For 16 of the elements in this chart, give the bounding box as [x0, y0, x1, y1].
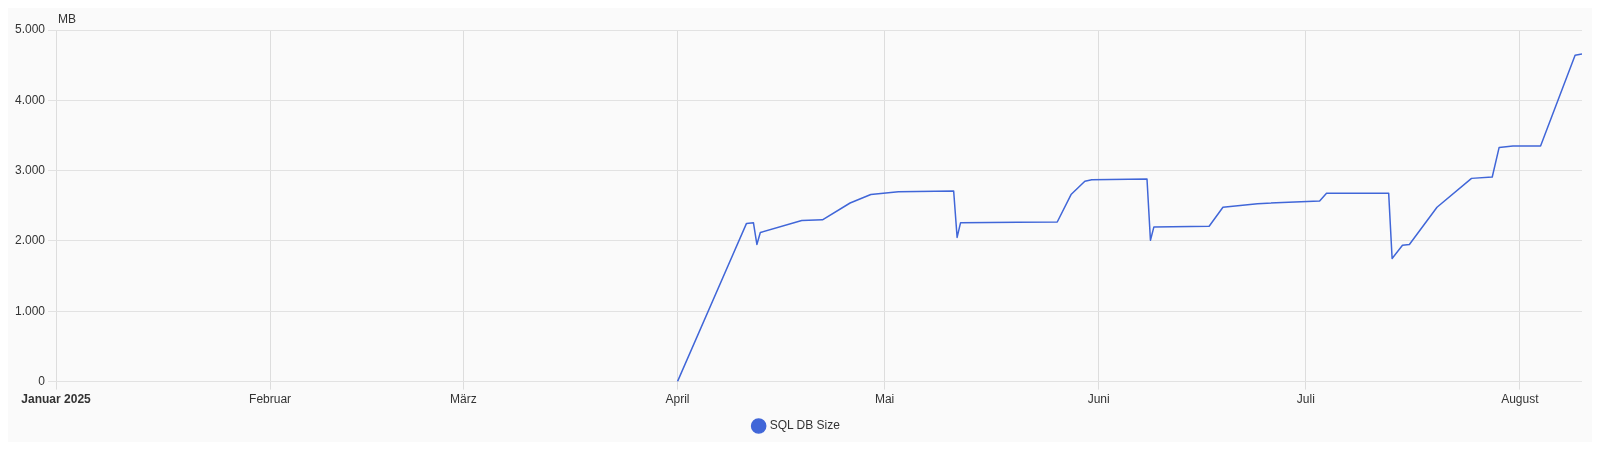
x-tick-label: April: [665, 392, 690, 407]
x-tick-label: Mai: [874, 392, 895, 407]
x-tick-label: August: [1501, 392, 1540, 407]
y-axis-title: MB: [58, 12, 77, 27]
x-tick-label: Februar: [249, 392, 292, 407]
legend-label: SQL DB Size: [769, 418, 841, 433]
x-tick-label: Juni: [1087, 392, 1110, 407]
y-tick-label: 4.000: [15, 92, 46, 107]
y-tick-label: 0: [38, 373, 46, 388]
y-tick-label: 2.000: [15, 233, 46, 248]
y-tick-label: 5.000: [15, 22, 46, 37]
y-tick-label: 3.000: [15, 162, 46, 177]
x-tick-label: Januar 2025: [21, 392, 92, 407]
y-tick-label: 1.000: [15, 303, 46, 318]
x-tick-label: Juli: [1296, 392, 1315, 407]
x-tick-label: März: [450, 392, 477, 407]
